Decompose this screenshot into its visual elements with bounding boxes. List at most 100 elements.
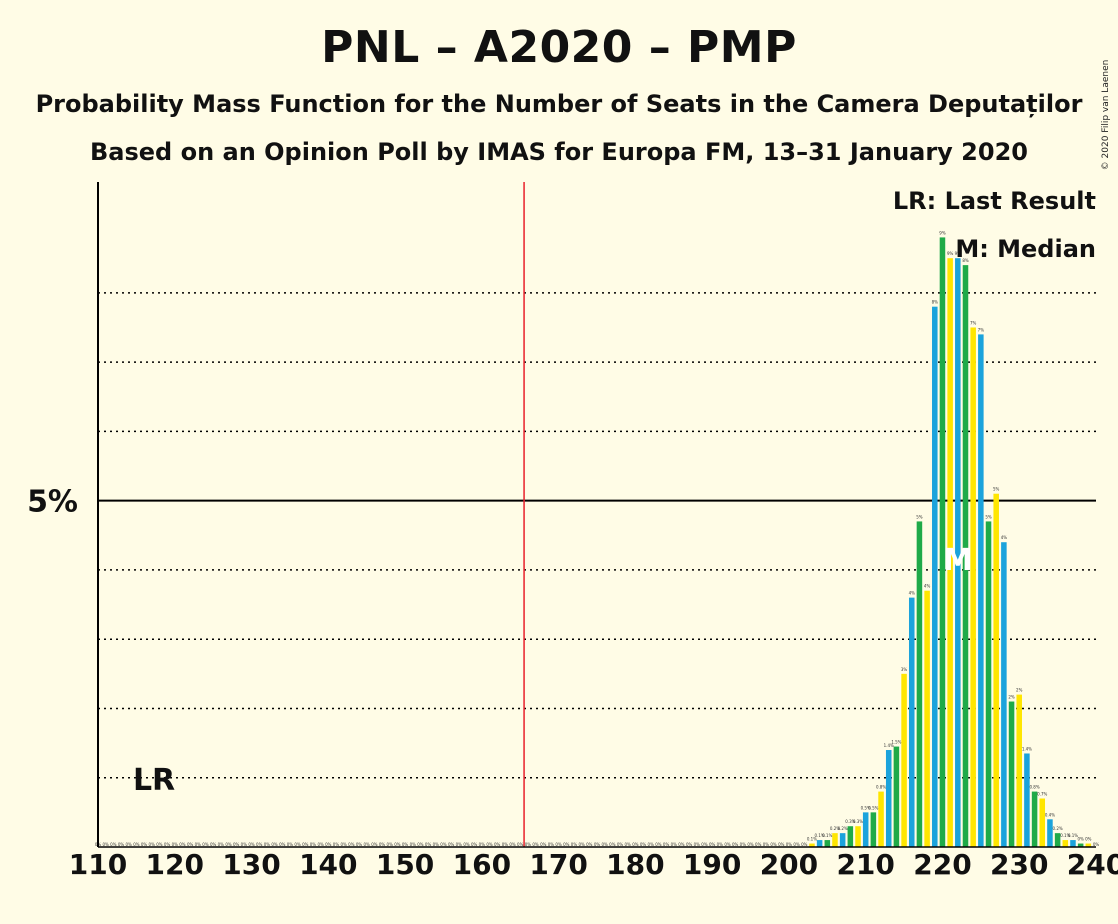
bar-seat-230 [1016, 694, 1022, 847]
bar-seat-225 [978, 334, 984, 847]
zero-label: 0% [755, 842, 762, 847]
bar-label-seat-213: 1.4% [884, 743, 894, 748]
gridlines [98, 292, 1096, 779]
x-tick-240: 240 [1067, 848, 1118, 881]
median-marker: M [943, 543, 973, 578]
bar-seat-215 [901, 673, 907, 847]
zero-label: 0% [617, 842, 624, 847]
zero-label: 0% [709, 842, 716, 847]
zero-label: 0% [678, 842, 685, 847]
zero-label: 0% [578, 842, 585, 847]
bar-seat-237 [1070, 840, 1076, 847]
bar-seat-207 [839, 833, 846, 847]
bar-label-seat-214: 1.5% [891, 740, 901, 745]
zero-label: 0% [786, 842, 793, 847]
zero-label: 0% [563, 842, 570, 847]
zero-label: 0% [110, 842, 117, 847]
bar-seat-228 [1001, 542, 1007, 847]
zero-label: 0% [456, 842, 463, 847]
zero-label: 0% [149, 842, 156, 847]
last-result-marker: LR [133, 763, 175, 798]
x-tick-110: 110 [69, 848, 127, 881]
zero-label: 0% [202, 842, 209, 847]
zero-label: 0% [218, 842, 225, 847]
bar-label-seat-225: 7% [978, 327, 985, 332]
bar-seat-233 [1039, 798, 1046, 847]
zero-label: 0% [325, 842, 332, 847]
zero-label: 0% [494, 842, 501, 847]
zero-label: 0% [724, 842, 731, 847]
zero-label: 0% [648, 842, 655, 847]
bar-label-seat-227: 5% [993, 487, 1000, 492]
bar-seat-234 [1047, 819, 1053, 847]
zero-label: 0% [133, 842, 140, 847]
bar-label-seat-209: 0.3% [853, 819, 863, 824]
x-tick-160: 160 [453, 848, 511, 881]
bars: 0.1%0.1%0.1%0.2%0.2%0.3%0.3%0.5%0.5%0.8%… [807, 230, 1092, 848]
zero-label: 0% [801, 842, 808, 847]
bar-seat-203 [809, 843, 815, 847]
bar-label-seat-236: 0.1% [1060, 833, 1070, 838]
bar-seat-239 [1085, 843, 1092, 847]
bar-label-seat-206: 0.2% [830, 826, 840, 831]
zero-label: 0% [402, 842, 409, 847]
zero-label: 0% [387, 842, 394, 847]
zero-label: 0% [241, 842, 248, 847]
bar-label-seat-205: 0.1% [822, 833, 832, 838]
x-tick-230: 230 [990, 848, 1048, 881]
zero-label: 0% [471, 842, 478, 847]
zero-label: 0% [340, 842, 347, 847]
zero-label: 0% [717, 842, 724, 847]
zero-label: 0% [187, 842, 194, 847]
bar-seat-212 [878, 791, 884, 847]
zero-label: 0% [294, 842, 301, 847]
bar-label-seat-210: 0.5% [861, 805, 871, 810]
bar-label-seat-223: 8% [962, 258, 969, 263]
bar-seat-236 [1062, 840, 1069, 847]
zero-label: 0% [348, 842, 355, 847]
bar-seat-222 [955, 258, 961, 848]
bar-seat-213 [885, 750, 892, 847]
chart-subtitle: Probability Mass Function for the Number… [35, 90, 1083, 118]
zero-label: 0% [356, 842, 363, 847]
zero-label: 0% [740, 842, 747, 847]
zero-label: 0% [686, 842, 693, 847]
zero-label: 0% [770, 842, 777, 847]
zero-label: 0% [195, 842, 202, 847]
zero-label: 0% [571, 842, 578, 847]
zero-label: 0% [793, 842, 800, 847]
chart-source-subtitle: Based on an Opinion Poll by IMAS for Eur… [90, 138, 1028, 166]
zero-label: 0% [448, 842, 455, 847]
zero-label: 0% [394, 842, 401, 847]
zero-label: 0% [463, 842, 470, 847]
bar-seat-224 [970, 327, 976, 847]
zero-label: 0% [663, 842, 670, 847]
zero-label: 0% [440, 842, 447, 847]
zero-label: 0% [156, 842, 163, 847]
zero-label: 0% [486, 842, 493, 847]
bar-label-seat-218: 4% [924, 584, 931, 589]
zero-label: 0% [601, 842, 608, 847]
x-tick-180: 180 [606, 848, 664, 881]
bar-seat-226 [985, 521, 992, 847]
zero-label: 0% [310, 842, 317, 847]
bar-seat-208 [847, 826, 854, 847]
bar-seat-238 [1077, 843, 1084, 847]
bar-label-seat-221: 9% [947, 251, 954, 256]
zero-label: 0% [179, 842, 186, 847]
bar-seat-227 [993, 493, 999, 847]
bar-seat-223 [962, 265, 969, 847]
bar-label-seat-217: 5% [916, 514, 923, 519]
bar-label-seat-228: 4% [1001, 535, 1008, 540]
bar-label-seat-237: 0.1% [1068, 833, 1078, 838]
zero-label: 0% [525, 842, 532, 847]
x-tick-170: 170 [529, 848, 587, 881]
zero-label: 0% [632, 842, 639, 847]
zero-label: 0% [118, 842, 125, 847]
x-tick-200: 200 [760, 848, 818, 881]
zero-label: 0% [671, 842, 678, 847]
zero-label: 0% [126, 842, 133, 847]
legend-median: M: Median [955, 235, 1096, 263]
bar-label-seat-203: 0.1% [807, 837, 817, 842]
